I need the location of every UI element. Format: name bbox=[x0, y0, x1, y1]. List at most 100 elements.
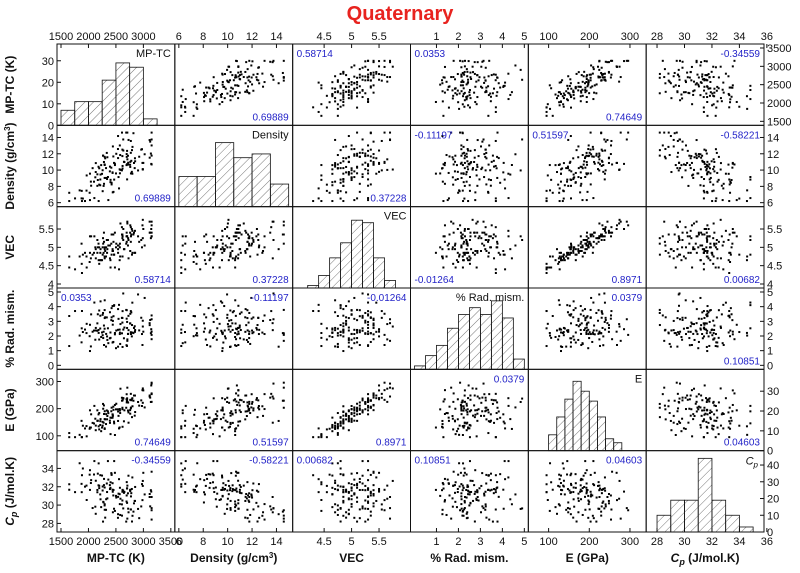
point-mp-vec-110 bbox=[317, 81, 320, 84]
point-vec-e-68 bbox=[558, 251, 561, 254]
point-mp-vec-52 bbox=[331, 95, 334, 98]
point-e-rad-57 bbox=[471, 387, 474, 390]
point-mp-vec-77 bbox=[389, 76, 392, 79]
point-cp-vec-67 bbox=[334, 479, 337, 482]
point-cp-density-31 bbox=[183, 467, 186, 470]
point-rad-mp-42 bbox=[103, 299, 106, 302]
point-vec-density-80 bbox=[184, 242, 187, 245]
point-mp-cp-139 bbox=[670, 97, 673, 100]
point-mp-cp-24 bbox=[715, 89, 718, 92]
point-e-rad-87 bbox=[465, 422, 468, 425]
point-rad-cp-129 bbox=[674, 332, 677, 335]
point-rad-mp-107 bbox=[122, 328, 125, 331]
point-cp-mp-113 bbox=[125, 500, 128, 503]
point-density-cp-136 bbox=[713, 170, 716, 173]
point-vec-rad-39 bbox=[474, 235, 477, 238]
point-cp-mp-108 bbox=[110, 473, 113, 476]
point-vec-density-81 bbox=[221, 246, 224, 249]
point-mp-rad-117 bbox=[480, 65, 483, 68]
point-cp-e-53 bbox=[567, 511, 570, 514]
point-cp-mp-23 bbox=[127, 474, 130, 477]
point-rad-density-58 bbox=[251, 329, 254, 332]
point-cp-rad-117 bbox=[480, 484, 483, 487]
point-cp-e-103 bbox=[585, 486, 588, 489]
point-density-mp-67 bbox=[94, 162, 97, 165]
point-vec-e-17 bbox=[592, 240, 595, 243]
right-tick-label-e: 10 bbox=[767, 426, 779, 438]
point-vec-e-59 bbox=[574, 248, 577, 251]
point-density-vec-108 bbox=[369, 183, 372, 186]
point-vec-density-75 bbox=[234, 259, 237, 262]
point-mp-e-61 bbox=[610, 73, 613, 76]
point-density-e-126 bbox=[550, 178, 553, 181]
point-cp-rad-93 bbox=[465, 488, 468, 491]
point-cp-mp-68 bbox=[84, 485, 87, 488]
point-mp-vec-80 bbox=[356, 106, 359, 109]
point-cp-density-138 bbox=[192, 488, 195, 491]
point-mp-density-9 bbox=[282, 59, 285, 62]
point-mp-rad-83 bbox=[478, 76, 481, 79]
point-cp-e-129 bbox=[548, 509, 551, 512]
point-e-cp-42 bbox=[684, 427, 687, 430]
point-mp-vec-56 bbox=[383, 65, 386, 68]
point-e-vec-94 bbox=[320, 435, 323, 438]
point-e-mp-38 bbox=[133, 394, 136, 397]
point-vec-rad-29 bbox=[441, 257, 444, 260]
point-cp-e-138 bbox=[551, 488, 554, 491]
point-rad-vec-1 bbox=[342, 335, 345, 338]
point-e-density-112 bbox=[223, 398, 226, 401]
point-density-vec-97 bbox=[358, 151, 361, 154]
hist-bar-vec-3 bbox=[340, 242, 352, 289]
point-e-density-114 bbox=[223, 413, 226, 416]
point-cp-mp-132 bbox=[99, 493, 102, 496]
panel-vec-e: 0.8971 bbox=[527, 206, 647, 289]
bottom-tick-label-cp: 32 bbox=[706, 536, 718, 548]
point-cp-rad-104 bbox=[483, 494, 486, 497]
point-density-vec-69 bbox=[320, 200, 323, 203]
point-e-mp-61 bbox=[129, 392, 132, 395]
point-mp-rad-48 bbox=[468, 106, 471, 109]
point-cp-vec-125 bbox=[342, 514, 345, 517]
point-cp-mp-48 bbox=[80, 491, 83, 494]
point-cp-density-95 bbox=[239, 485, 242, 488]
point-vec-rad-72 bbox=[507, 235, 510, 238]
point-density-rad-104 bbox=[483, 153, 486, 156]
point-cp-density-109 bbox=[229, 487, 232, 490]
point-vec-e-22 bbox=[549, 255, 552, 258]
point-cp-vec-124 bbox=[350, 503, 353, 506]
point-vec-density-121 bbox=[271, 220, 274, 223]
point-cp-e-117 bbox=[597, 484, 600, 487]
point-e-rad-103 bbox=[462, 409, 465, 412]
point-density-mp-100 bbox=[113, 178, 116, 181]
top-tick-label-rad: 2 bbox=[455, 31, 461, 43]
point-e-cp-34 bbox=[689, 414, 692, 417]
point-vec-mp-99 bbox=[107, 244, 110, 247]
point-vec-e-125 bbox=[591, 251, 594, 254]
point-density-cp-72 bbox=[749, 197, 752, 200]
point-density-vec-129 bbox=[320, 164, 323, 167]
point-density-vec-119 bbox=[372, 162, 375, 165]
point-mp-rad-137 bbox=[502, 84, 505, 87]
point-cp-vec-95 bbox=[342, 485, 345, 488]
point-e-mp-72 bbox=[93, 404, 96, 407]
point-vec-cp-124 bbox=[684, 246, 687, 249]
point-density-cp-68 bbox=[711, 200, 714, 203]
point-cp-mp-77 bbox=[126, 517, 129, 520]
left-tick-label-rad: 1 bbox=[48, 346, 54, 358]
point-cp-density-59 bbox=[222, 482, 225, 485]
point-mp-cp-112 bbox=[707, 73, 710, 76]
point-mp-e-118 bbox=[592, 66, 595, 69]
point-cp-mp-99 bbox=[107, 478, 110, 481]
left-tick-label-cp: 34 bbox=[42, 463, 54, 475]
point-cp-mp-31 bbox=[81, 467, 84, 470]
point-cp-density-93 bbox=[220, 488, 223, 491]
point-density-vec-99 bbox=[353, 199, 356, 202]
point-density-rad-100 bbox=[503, 178, 506, 181]
point-cp-density-102 bbox=[184, 491, 187, 494]
point-cp-e-128 bbox=[562, 484, 565, 487]
point-e-cp-23 bbox=[727, 411, 730, 414]
point-rad-mp-13 bbox=[88, 350, 91, 353]
point-vec-mp-61 bbox=[129, 226, 132, 229]
point-cp-rad-6 bbox=[454, 491, 457, 494]
point-rad-vec-119 bbox=[372, 333, 375, 336]
